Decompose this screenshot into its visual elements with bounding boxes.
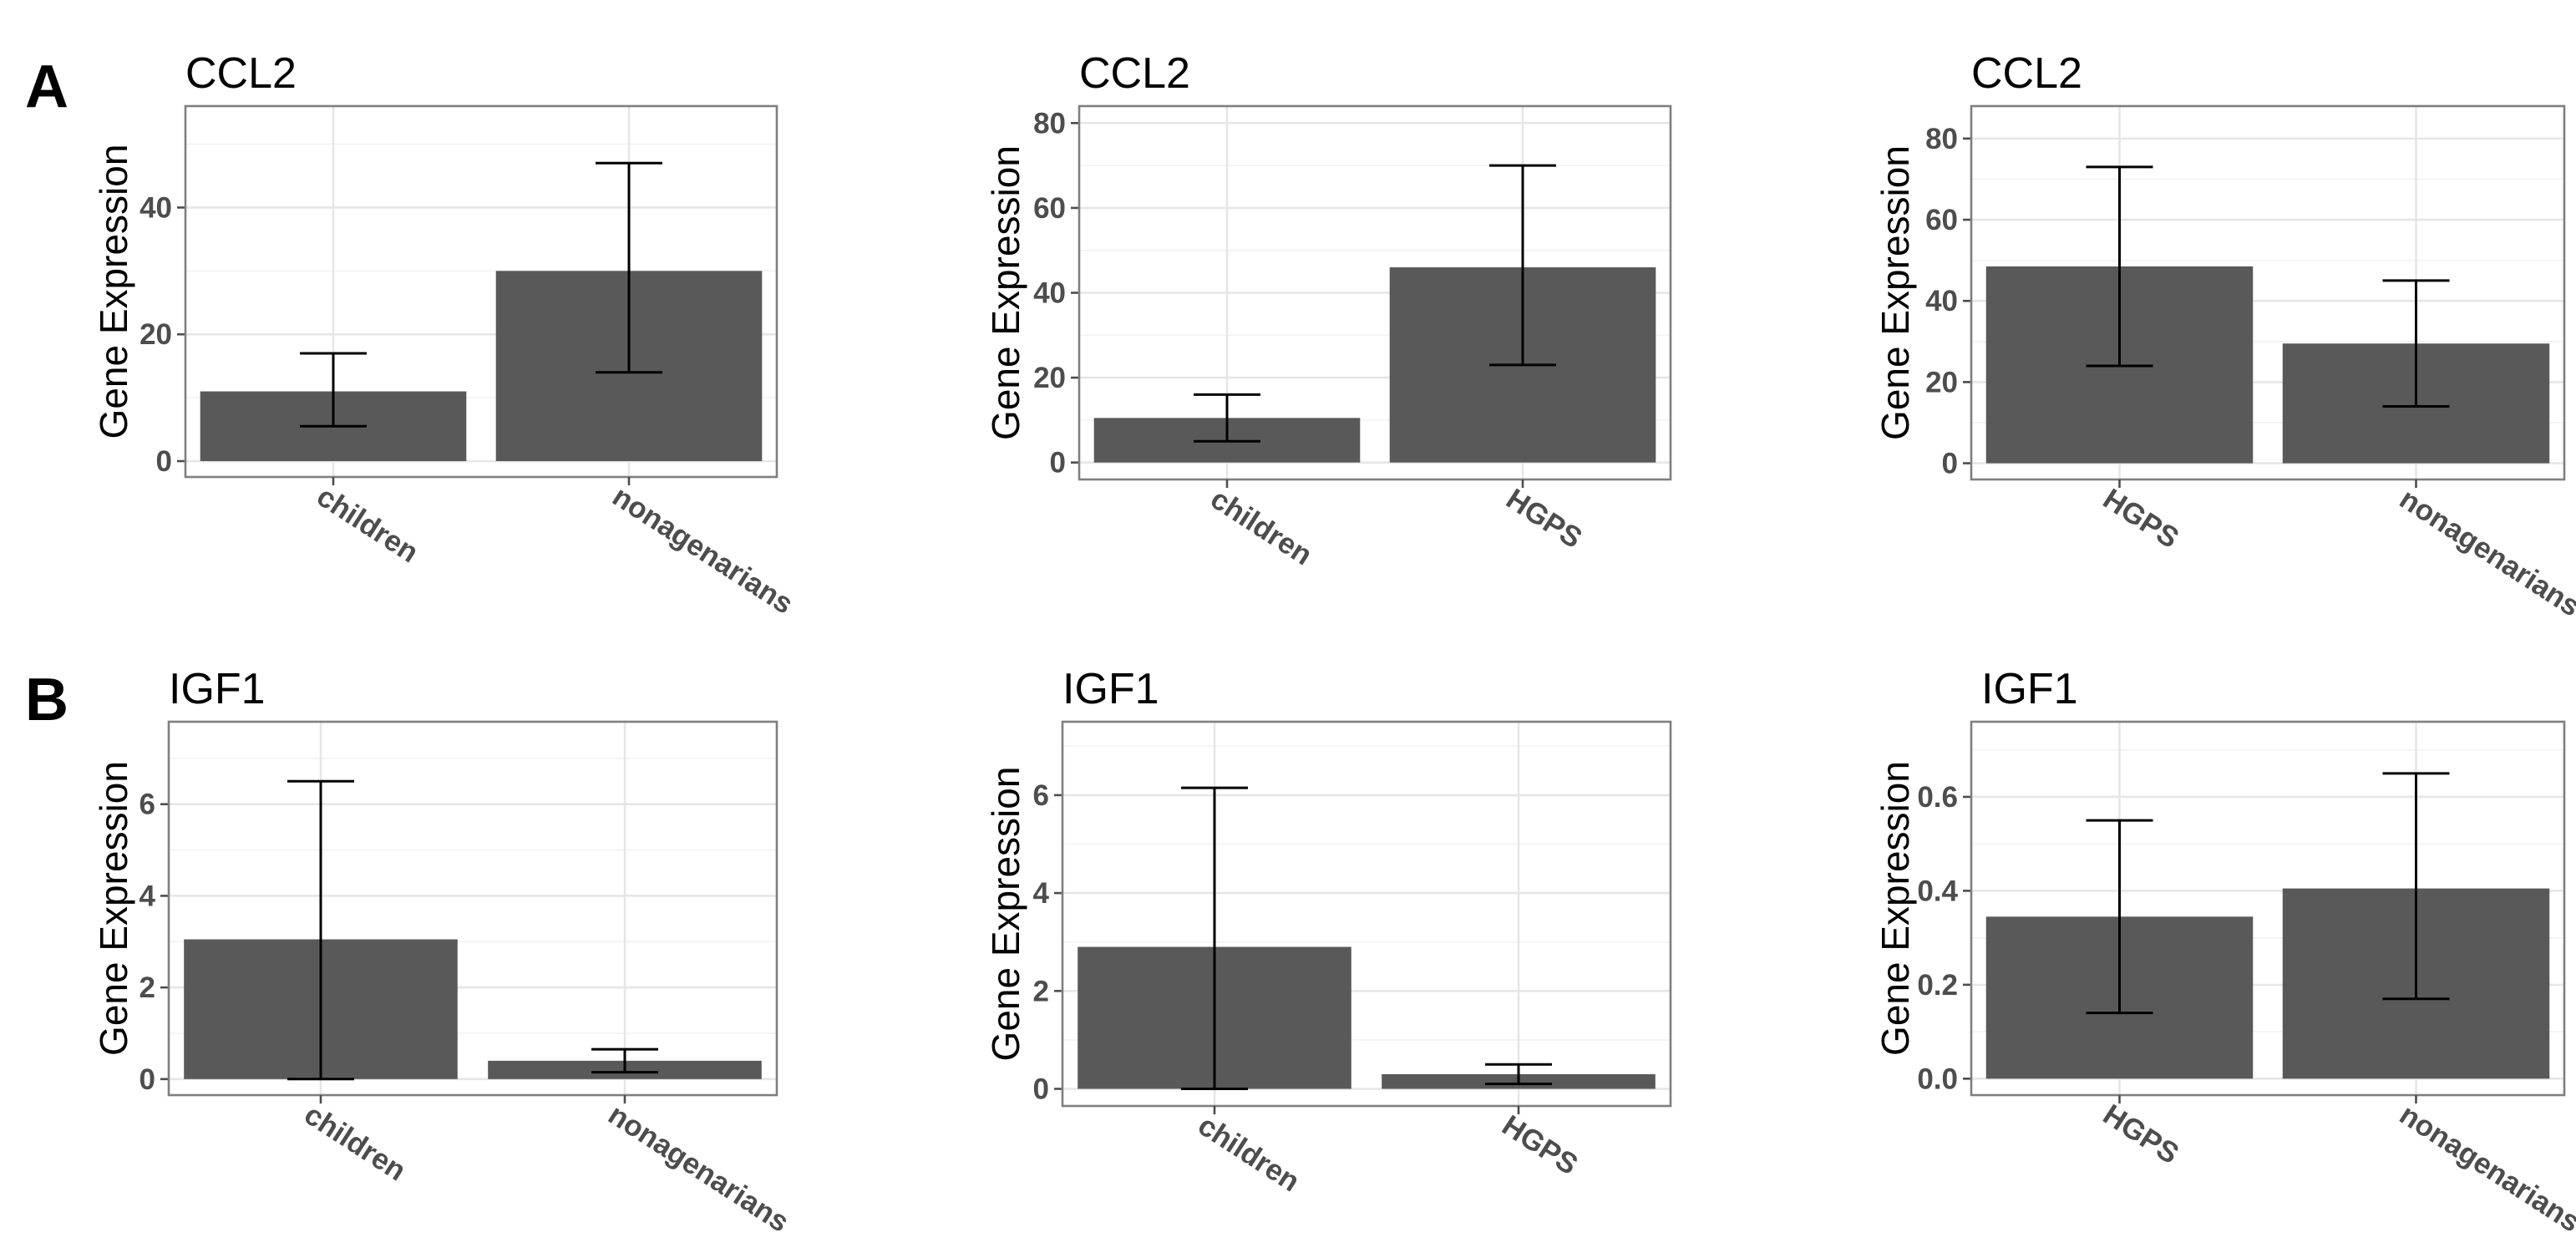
plot-frame xyxy=(1970,720,2566,1097)
plot-frame xyxy=(167,720,778,1097)
x-tick-label: children xyxy=(1204,482,1317,571)
y-tick-label: 6 xyxy=(139,789,155,821)
y-tick-label: 0 xyxy=(1033,1073,1049,1105)
x-tick-label: children xyxy=(1192,1108,1305,1198)
y-tick-label: 40 xyxy=(1925,285,1958,317)
y-axis-label: Gene Expression xyxy=(92,761,135,1056)
y-tick-label: 0.6 xyxy=(1917,781,1958,814)
y-tick-label: 20 xyxy=(1925,366,1958,398)
y-tick-label: 0 xyxy=(1050,447,1066,479)
y-tick-label: 60 xyxy=(1925,204,1958,236)
y-tick-label: 40 xyxy=(1033,277,1066,310)
y-axis-label: Gene Expression xyxy=(984,767,1027,1062)
x-tick-label: children xyxy=(311,479,423,569)
y-tick-label: 4 xyxy=(139,880,156,912)
y-axis-label: Gene Expression xyxy=(1874,145,1917,440)
chart-title: IGF1 xyxy=(169,665,266,713)
y-tick-label: 20 xyxy=(139,318,172,351)
y-tick-label: 80 xyxy=(1925,123,1958,155)
y-tick-label: 60 xyxy=(1033,192,1066,225)
y-tick-label: 4 xyxy=(1033,877,1050,910)
plot-frame xyxy=(1061,720,1672,1108)
y-tick-label: 0 xyxy=(139,1063,155,1096)
chart-title: CCL2 xyxy=(185,49,297,98)
y-axis-label: Gene Expression xyxy=(92,145,135,439)
y-tick-label: 6 xyxy=(1033,779,1049,812)
x-tick-label: nonagenarians xyxy=(606,479,799,620)
chart-3: 0 20 40 60 80 HGPS nonagenarians CCL2 Gene Expre… xyxy=(1874,49,2576,623)
x-tick-label: children xyxy=(298,1098,411,1187)
y-tick-label: 0.2 xyxy=(1917,969,1958,1002)
plot-frame xyxy=(184,104,778,479)
chart-1: 0 20 40 children nonagenarians CCL2 Gene Expre… xyxy=(92,49,799,621)
y-tick-label: 0.4 xyxy=(1917,875,1958,907)
chart-6: 0.0 0.2 0.4 0.6 HGPS nonagenarians IGF1 Gene Ex… xyxy=(1874,665,2576,1239)
y-tick-label: 2 xyxy=(1033,975,1049,1007)
y-tick-label: 0 xyxy=(1942,448,1958,480)
x-tick-label: nonagenarians xyxy=(2394,482,2576,622)
plot-frame xyxy=(1078,104,1672,481)
panel-label-b: B xyxy=(25,667,68,733)
plot-frame xyxy=(1970,104,2566,481)
x-tick-label: HGPS xyxy=(1496,1108,1583,1181)
x-tick-label: HGPS xyxy=(2097,482,2184,555)
chart-title: CCL2 xyxy=(1971,49,2082,98)
y-tick-label: 0.0 xyxy=(1917,1063,1958,1095)
y-tick-label: 0 xyxy=(156,445,172,478)
y-axis-label: Gene Expression xyxy=(1874,761,1917,1056)
chart-4: 0 2 4 6 children nonagenarians IGF1 Gene Expres… xyxy=(92,665,794,1239)
x-tick-label: HGPS xyxy=(1500,482,1587,555)
chart-2: 0 20 40 60 80 children HGPS CCL2 Gene Expression xyxy=(984,49,1672,571)
y-tick-label: 80 xyxy=(1033,107,1066,140)
x-tick-label: nonagenarians xyxy=(602,1098,794,1238)
x-tick-label: nonagenarians xyxy=(2394,1098,2576,1238)
x-tick-label: HGPS xyxy=(2097,1098,2184,1170)
y-tick-label: 40 xyxy=(139,191,172,224)
y-tick-label: 2 xyxy=(139,971,155,1004)
y-tick-label: 20 xyxy=(1033,362,1066,394)
chart-title: IGF1 xyxy=(1981,665,2078,713)
chart-title: IGF1 xyxy=(1062,665,1159,713)
chart-5: 0 2 4 6 children HGPS IGF1 Gene Expression xyxy=(984,665,1672,1198)
chart-title: CCL2 xyxy=(1079,49,1190,98)
y-axis-label: Gene Expression xyxy=(984,145,1027,440)
panel-label-a: A xyxy=(25,53,68,120)
